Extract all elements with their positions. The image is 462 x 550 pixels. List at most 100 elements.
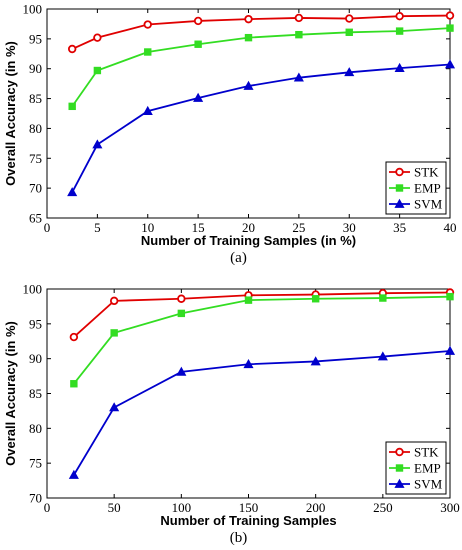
- series-svm: [67, 59, 456, 197]
- data-point: [446, 24, 454, 32]
- x-tick-label: 200: [306, 500, 326, 515]
- legend-marker: [394, 478, 405, 488]
- data-point: [244, 33, 253, 42]
- y-tick-label: 85: [29, 91, 42, 106]
- y-tick-label: 70: [29, 491, 42, 506]
- x-tick-label: 100: [172, 500, 192, 515]
- data-point: [194, 40, 202, 48]
- y-tick-label: 90: [29, 351, 42, 366]
- legend-marker: [395, 184, 404, 192]
- legend-label: SVM: [414, 477, 443, 492]
- legend-marker: [395, 464, 404, 472]
- y-tick-label: 75: [29, 151, 42, 166]
- x-tick-label: 150: [239, 500, 259, 515]
- figure-caption: (a): [230, 250, 247, 266]
- data-point: [110, 329, 118, 337]
- y-tick-label: 95: [29, 316, 42, 331]
- data-point: [243, 359, 254, 369]
- series-line: [71, 27, 451, 107]
- chart-a: 0 5 10 15 20 25 30 35 40 65 70 75 80 85 90 95 100 Number …: [3, 2, 457, 267]
- x-tick-label: 15: [192, 220, 205, 235]
- x-tick-label: 300: [440, 500, 460, 515]
- x-tick-label: 35: [393, 220, 406, 235]
- x-axis-label: Number of Training Samples: [160, 513, 336, 528]
- data-point: [243, 80, 254, 90]
- chart-b: 0 50 100 150 200 250 300707580859095100Number …: [3, 282, 460, 547]
- y-axis-label: Overall Accuracy (in %): [3, 321, 18, 466]
- series-line: [73, 295, 451, 385]
- x-axis-label: Number of Training Samples (in %): [141, 233, 356, 248]
- series-stk: [69, 288, 455, 342]
- legend-marker: [394, 198, 405, 208]
- y-tick-label: 85: [29, 386, 42, 401]
- x-tick-label: 5: [94, 220, 101, 235]
- y-tick-label: 70: [29, 181, 42, 196]
- data-point: [92, 139, 103, 149]
- data-point: [93, 66, 102, 75]
- series-stk: [67, 11, 455, 54]
- legend-label: STK: [414, 445, 439, 460]
- data-point: [144, 48, 152, 56]
- x-tick-label: 10: [141, 220, 154, 235]
- x-tick-label: 0: [44, 500, 51, 515]
- y-tick-label: 100: [23, 282, 43, 297]
- series-line: [71, 14, 451, 50]
- data-point: [68, 102, 76, 111]
- x-tick-label: 25: [292, 220, 305, 235]
- x-tick-label: 40: [444, 220, 457, 235]
- data-point: [377, 351, 388, 361]
- y-axis-label: Overall Accuracy (in %): [3, 41, 18, 186]
- data-point: [444, 345, 456, 355]
- data-point: [70, 380, 78, 388]
- data-point: [176, 366, 187, 376]
- x-tick-label: 20: [242, 220, 255, 235]
- data-point: [311, 295, 320, 303]
- data-point: [177, 294, 186, 303]
- x-tick-label: 30: [343, 220, 356, 235]
- data-point: [142, 105, 153, 115]
- data-point: [68, 469, 79, 479]
- legend-marker: [395, 447, 404, 457]
- y-tick-label: 80: [29, 121, 42, 136]
- x-tick-label: 50: [108, 500, 121, 515]
- legend-label: EMP: [414, 181, 441, 196]
- y-tick-label: 80: [29, 421, 42, 436]
- y-tick-label: 100: [23, 2, 43, 17]
- data-point: [344, 67, 355, 77]
- data-point: [109, 402, 120, 412]
- y-tick-label: 95: [29, 31, 42, 46]
- legend-label: EMP: [414, 461, 441, 476]
- data-point: [444, 59, 456, 69]
- data-point: [394, 62, 405, 72]
- legend-label: SVM: [414, 197, 443, 212]
- series-emp: [68, 24, 454, 111]
- data-point: [379, 294, 387, 302]
- data-point: [345, 28, 353, 36]
- figure-caption: (b): [230, 530, 248, 546]
- data-point: [244, 296, 253, 304]
- data-point: [294, 13, 304, 23]
- x-tick-label: 0: [44, 220, 51, 235]
- data-point: [67, 44, 77, 54]
- data-point: [193, 92, 204, 102]
- data-point: [395, 11, 404, 21]
- series-svm: [68, 345, 456, 479]
- x-tick-label: 250: [373, 500, 393, 515]
- legend-marker: [395, 167, 404, 177]
- data-point: [395, 27, 404, 35]
- series-emp: [70, 292, 454, 388]
- data-point: [177, 309, 186, 318]
- legend-label: STK: [414, 165, 439, 180]
- data-point: [109, 296, 119, 306]
- data-point: [445, 11, 455, 20]
- y-tick-label: 65: [29, 211, 42, 226]
- data-point: [345, 14, 354, 23]
- data-point: [69, 332, 79, 342]
- data-point: [244, 14, 253, 24]
- data-point: [143, 20, 152, 29]
- data-point: [295, 30, 303, 39]
- data-point: [446, 292, 454, 301]
